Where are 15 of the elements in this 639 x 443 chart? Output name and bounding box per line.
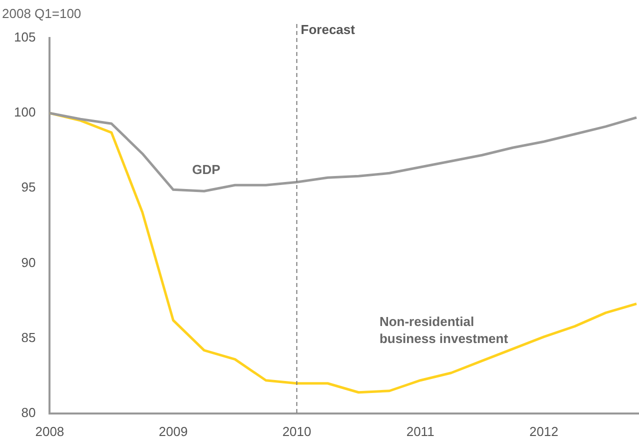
x-tick-label: 2009 <box>158 424 188 439</box>
y-tick-label: 80 <box>21 404 36 420</box>
y-tick-label: 105 <box>14 30 36 45</box>
x-tick-label: 2011 <box>406 424 434 439</box>
y-tick-label: 95 <box>21 180 36 195</box>
y-tick-label: 85 <box>21 330 36 345</box>
x-tick-label: 2012 <box>529 424 558 439</box>
y-tick-label: 90 <box>21 254 36 270</box>
x-tick-label: 2010 <box>282 424 312 439</box>
y-axis-title: 2008 Q1=100 <box>2 6 82 21</box>
ref-line-label: Forecast <box>300 22 356 38</box>
series-label: GDP <box>192 162 221 178</box>
series-label: Non-residential business investment <box>379 314 509 346</box>
x-tick-label: 2008 <box>35 424 64 439</box>
y-tick-label: 100 <box>14 104 36 120</box>
